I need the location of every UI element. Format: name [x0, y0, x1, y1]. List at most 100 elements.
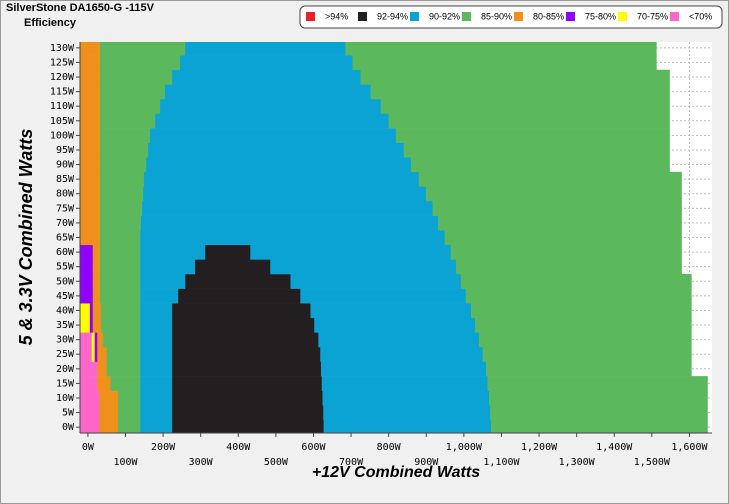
- region-cell: [80, 142, 101, 158]
- region-cell: [370, 84, 670, 100]
- region-cell: [185, 42, 346, 56]
- region-cell: [487, 376, 708, 391]
- legend-swatch: [670, 12, 679, 21]
- region-cell: [345, 42, 657, 56]
- region-cell: [140, 405, 173, 421]
- y-tick-label: 100W: [50, 130, 75, 141]
- region-cell: [99, 215, 142, 231]
- x-tick-label: 300W: [189, 457, 214, 468]
- region-cell: [80, 317, 91, 333]
- legend-swatch: [514, 12, 523, 21]
- chart-title: SilverStone DA1650-G -115V: [6, 2, 155, 14]
- region-cell: [99, 244, 141, 260]
- y-tick-label: 55W: [56, 262, 75, 273]
- region-cell: [250, 244, 452, 260]
- x-tick-label: 400W: [226, 442, 251, 453]
- region-cell: [94, 346, 98, 362]
- region-cell: [140, 361, 173, 377]
- region-cell: [80, 42, 101, 56]
- x-tick-label: 0W: [82, 442, 95, 453]
- region-cell: [490, 419, 708, 434]
- y-tick-label: 85W: [56, 174, 75, 185]
- x-tick-label: 1,300W: [559, 457, 596, 468]
- region-cell: [97, 332, 104, 348]
- region-cell: [460, 273, 692, 289]
- region-cell: [99, 128, 151, 143]
- region-cell: [99, 390, 119, 406]
- region-cell: [80, 390, 100, 406]
- region-cell: [97, 346, 107, 362]
- region-cell: [99, 69, 173, 85]
- region-cell: [140, 346, 173, 362]
- y-tick-label: 115W: [50, 87, 75, 98]
- region-cell: [80, 259, 94, 275]
- y-tick-label: 25W: [56, 349, 75, 360]
- region-cell: [101, 317, 141, 333]
- region-cell: [290, 273, 462, 289]
- legend: >94% 92-94% 90-92% 85-90% 80-85% 75-80% 70-75%…: [299, 5, 723, 29]
- y-tick-label: 0W: [62, 422, 75, 433]
- y-tick-label: 70W: [56, 218, 75, 229]
- region-cell: [92, 317, 102, 333]
- region-cell: [92, 303, 102, 319]
- region-cell: [80, 346, 92, 362]
- region-cell: [395, 128, 670, 143]
- x-tick-label: 1,500W: [634, 457, 671, 468]
- region-cell: [388, 113, 670, 129]
- region-cell: [89, 303, 94, 319]
- region-cell: [380, 98, 670, 114]
- x-tick-label: 500W: [264, 457, 289, 468]
- region-cell: [97, 376, 111, 391]
- x-tick-label: 1,200W: [521, 442, 558, 453]
- region-cell: [418, 171, 682, 187]
- x-tick-label: 700W: [339, 457, 364, 468]
- y-tick-label: 110W: [50, 101, 75, 112]
- region-cell: [92, 273, 101, 289]
- region-cell: [140, 317, 173, 333]
- region-cell: [106, 346, 141, 362]
- region-cell: [195, 259, 271, 275]
- region-cell: [80, 84, 101, 100]
- region-cell: [80, 128, 101, 143]
- region-cell: [143, 186, 427, 202]
- region-cell: [444, 230, 682, 246]
- region-cell: [80, 273, 94, 289]
- regions: [80, 42, 708, 434]
- region-cell: [80, 157, 101, 173]
- region-cell: [140, 230, 445, 246]
- region-cell: [432, 201, 682, 216]
- x-tick-label: 800W: [377, 442, 402, 453]
- region-cell: [80, 215, 101, 231]
- legend-label: 92-94%: [377, 11, 408, 21]
- legend-swatch: [358, 12, 367, 21]
- region-cell: [92, 288, 101, 304]
- region-cell: [323, 419, 492, 434]
- x-tick-label: 600W: [301, 442, 326, 453]
- region-cell: [155, 113, 389, 129]
- region-cell: [482, 346, 692, 362]
- y-tick-label: 75W: [56, 203, 75, 214]
- region-cell: [80, 113, 101, 129]
- y-tick-label: 45W: [56, 291, 75, 302]
- region-cell: [164, 84, 371, 100]
- region-cell: [92, 259, 101, 275]
- region-cell: [99, 84, 166, 100]
- region-cell: [178, 288, 301, 304]
- region-cell: [140, 390, 173, 406]
- region-cell: [314, 317, 476, 333]
- region-cell: [321, 376, 488, 391]
- y-tick-label: 20W: [56, 364, 75, 375]
- region-cell: [140, 303, 173, 319]
- region-cell: [450, 244, 682, 260]
- y-axis-label: 5 & 3.3V Combined Watts: [16, 129, 36, 346]
- region-cell: [172, 419, 324, 434]
- region-cell: [146, 157, 412, 173]
- x-axis-label: +12V Combined Watts: [312, 464, 480, 481]
- region-cell: [80, 230, 101, 246]
- region-cell: [403, 142, 670, 158]
- region-cell: [80, 171, 101, 187]
- region-cell: [172, 303, 311, 319]
- legend-swatch: [618, 12, 627, 21]
- region-cell: [352, 55, 657, 71]
